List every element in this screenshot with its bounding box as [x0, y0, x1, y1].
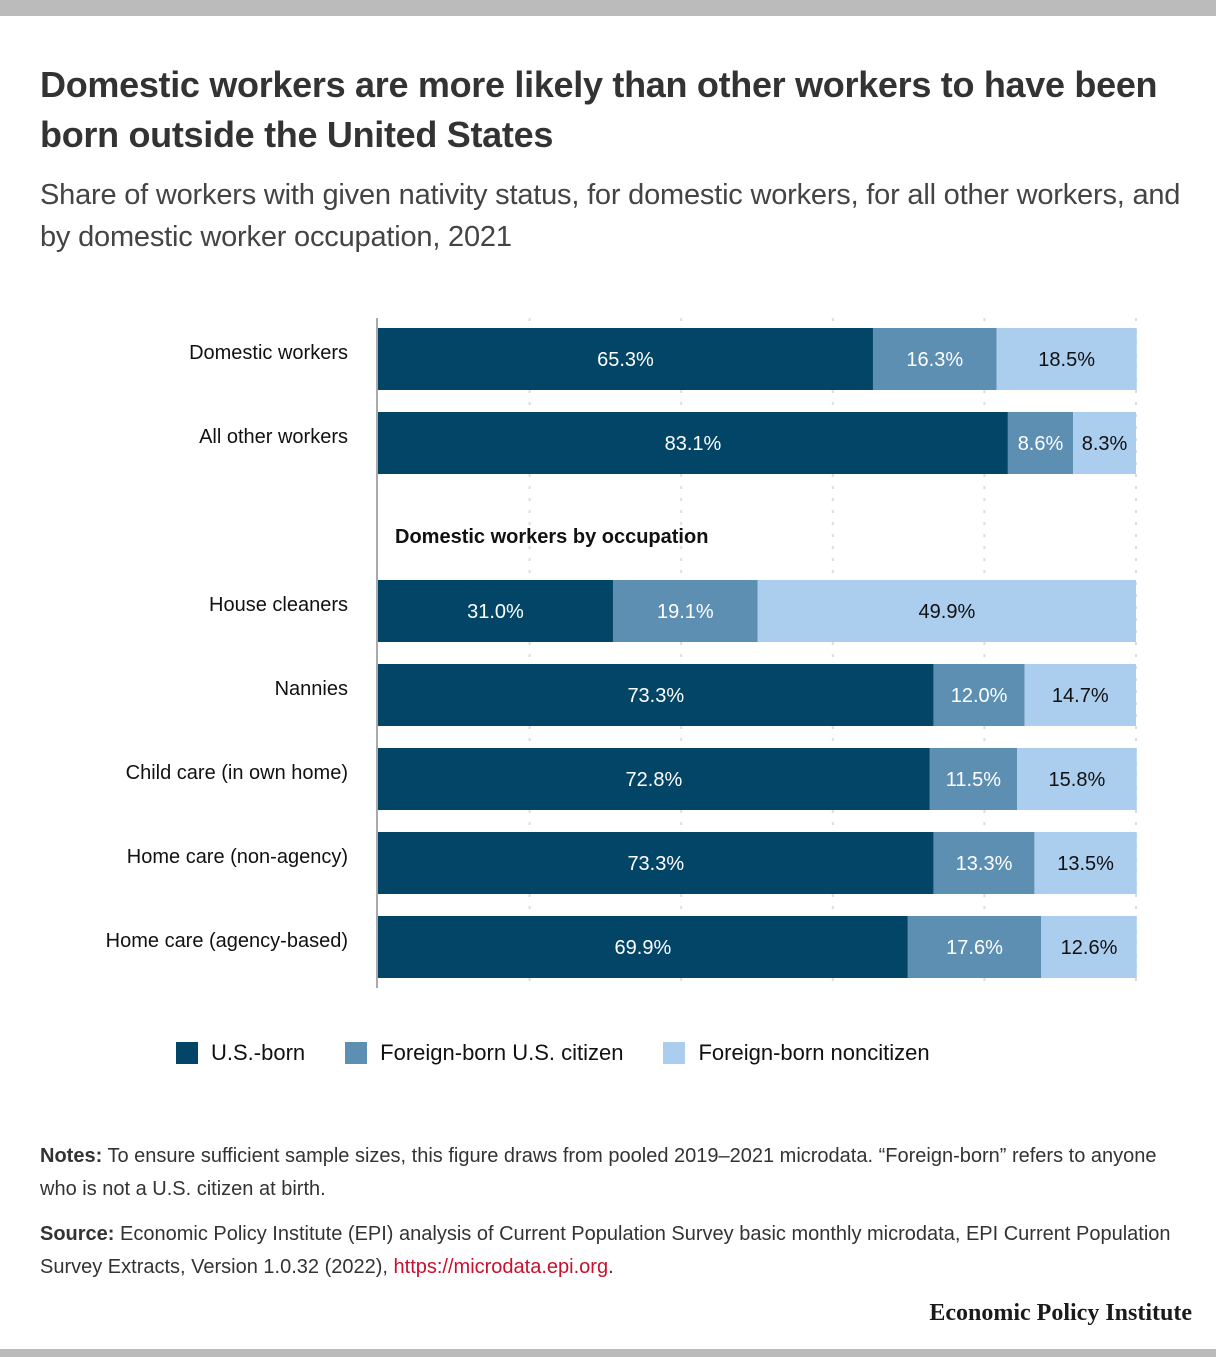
bar-segment: [1007, 412, 1074, 474]
source-text: Economic Policy Institute (EPI) analysis…: [40, 1223, 1171, 1278]
category-label: Domestic workers: [189, 342, 348, 364]
source-link[interactable]: https://microdata.epi.org: [393, 1256, 609, 1278]
bar-segment: [933, 832, 1035, 894]
legend-item-foreign-born-citizen: Foreign-born U.S. citizen: [345, 1040, 623, 1066]
legend-label: Foreign-born noncitizen: [698, 1040, 930, 1065]
data-label: 17.6%: [946, 937, 1003, 959]
legend-item-us-born: U.S.-born: [176, 1040, 305, 1066]
data-label: 69.9%: [615, 937, 672, 959]
data-label: 16.3%: [906, 349, 963, 371]
legend-swatch-foreign-born-citizen: [345, 1042, 368, 1064]
data-label: 8.6%: [1018, 433, 1064, 455]
bar-segment: [1016, 748, 1137, 810]
notes: Notes: To ensure sufficient sample sizes…: [40, 1140, 1190, 1206]
top-border: [0, 0, 1216, 16]
category-label: Home care (agency-based): [106, 930, 348, 952]
source-label: Source:: [40, 1223, 115, 1245]
bar-segment: [378, 580, 613, 642]
chart-subtitle: Share of workers with given nativity sta…: [40, 179, 1181, 253]
bar-segment: [612, 580, 758, 642]
notes-label: Notes:: [40, 1145, 103, 1167]
bar-segment: [378, 412, 1008, 474]
category-label: Nannies: [275, 678, 348, 700]
data-label: 65.3%: [597, 349, 654, 371]
legend: U.S.-born Foreign-born U.S. citizen Fore…: [176, 1040, 970, 1066]
data-label: 15.8%: [1049, 769, 1106, 791]
bar-segment: [378, 748, 930, 810]
bottom-border: [0, 1349, 1216, 1357]
category-label: House cleaners: [209, 594, 348, 616]
data-label: 13.3%: [956, 853, 1013, 875]
data-label: 13.5%: [1057, 853, 1114, 875]
data-label: 11.5%: [946, 769, 1001, 791]
source: Source: Economic Policy Institute (EPI) …: [40, 1218, 1190, 1284]
brand-logo: Economic Policy Institute: [929, 1300, 1192, 1326]
legend-swatch-foreign-born-noncitizen: [663, 1042, 686, 1064]
data-label: 49.9%: [919, 601, 976, 623]
data-label: 72.8%: [626, 769, 683, 791]
bar-segment: [933, 664, 1025, 726]
data-label: 12.0%: [951, 685, 1008, 707]
data-label: 73.3%: [627, 853, 684, 875]
bar-segment: [378, 916, 908, 978]
data-label: 19.1%: [657, 601, 714, 623]
stacked-bar-chart: Domestic workers 65.3% 16.3% 18.5% All other…: [106, 318, 1137, 988]
bar-segment: [1073, 412, 1136, 474]
bar-segment: [907, 916, 1042, 978]
bar-segment: [757, 580, 1136, 642]
bar-segment: [996, 328, 1137, 390]
bar-segment: [1034, 832, 1137, 894]
category-label: Child care (in own home): [126, 762, 348, 784]
bar-segment: [378, 664, 934, 726]
bar-segment: [1024, 664, 1136, 726]
bar-segment: [378, 328, 873, 390]
legend-swatch-us-born: [176, 1042, 198, 1064]
source-end: .: [608, 1256, 614, 1278]
legend-item-foreign-born-noncitizen: Foreign-born noncitizen: [663, 1040, 930, 1066]
category-label: Home care (non-agency): [127, 846, 348, 868]
data-label: 31.0%: [467, 601, 524, 623]
bar-segment: [1041, 916, 1137, 978]
data-label: 14.7%: [1052, 685, 1109, 707]
notes-section: Notes: To ensure sufficient sample sizes…: [40, 1140, 1190, 1296]
bar-segment: [872, 328, 997, 390]
chart-title: Domestic workers are more likely than ot…: [40, 64, 1158, 155]
notes-text: To ensure sufficient sample sizes, this …: [40, 1145, 1157, 1200]
data-label: 18.5%: [1038, 349, 1095, 371]
data-label: 12.6%: [1061, 937, 1118, 959]
section-label: Domestic workers by occupation: [395, 526, 708, 548]
legend-label: U.S.-born: [211, 1040, 306, 1065]
data-label: 83.1%: [665, 433, 722, 455]
data-label: 8.3%: [1082, 433, 1128, 455]
bar-segment: [929, 748, 1017, 810]
category-label: All other workers: [199, 426, 348, 448]
data-label: 73.3%: [627, 685, 684, 707]
legend-label: Foreign-born U.S. citizen: [380, 1040, 624, 1065]
bar-segment: [378, 832, 934, 894]
